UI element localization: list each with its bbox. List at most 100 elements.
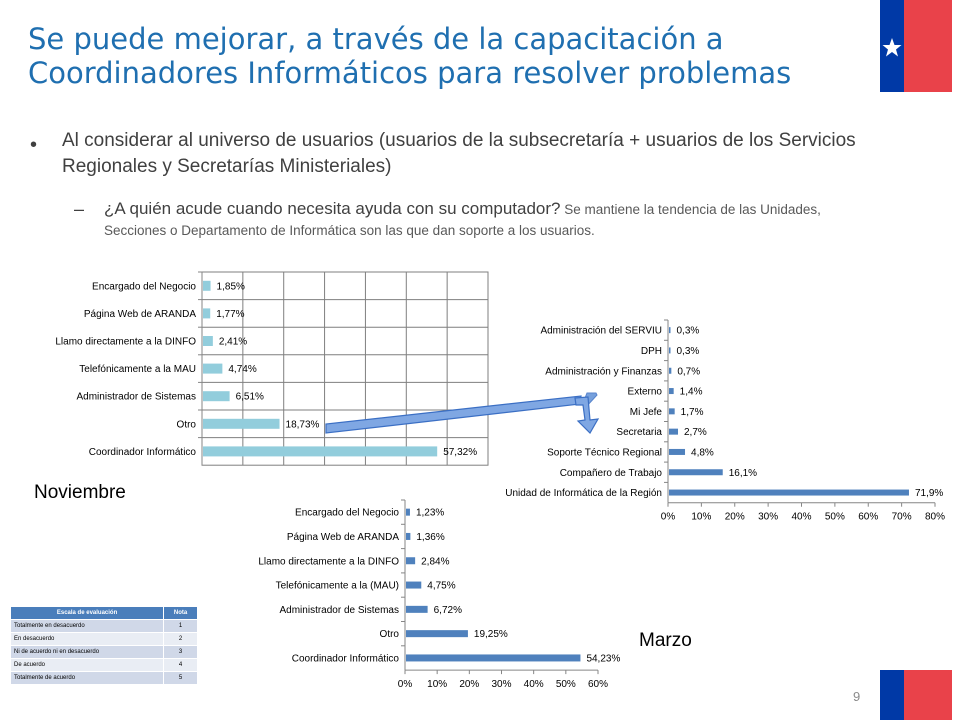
flag-top-icon: [880, 0, 952, 92]
bar: [406, 605, 428, 613]
data-label: 1,23%: [416, 508, 444, 519]
data-label: 6,51%: [236, 392, 264, 403]
data-label: 0,3%: [677, 326, 700, 337]
data-label: 6,72%: [434, 605, 462, 616]
table-row: De acuerdo 4: [9, 658, 198, 672]
table-cell: Totalmente de acuerdo: [9, 671, 165, 685]
table-cell: 2: [163, 632, 198, 646]
bar: [669, 388, 674, 395]
bar: [203, 280, 211, 291]
table-row: Totalmente de acuerdo 5: [9, 671, 198, 685]
label-marzo: Marzo: [639, 630, 692, 651]
data-label: 54,23%: [586, 653, 620, 664]
data-label: 71,9%: [915, 488, 943, 499]
title-line-2: Coordinadores Informáticos para resolver…: [28, 56, 792, 90]
category-label: Coordinador Informático: [89, 447, 197, 458]
bar: [406, 581, 422, 589]
table-cell: 1: [163, 619, 198, 633]
sub-bullet-dash: –: [74, 199, 85, 219]
bar: [669, 489, 909, 496]
x-tick-label: 0%: [661, 512, 676, 523]
bar: [669, 469, 723, 476]
chart-region: 0% 10% 20% 30% 40% 50% 60% 70% 80% Administración…: [455, 300, 960, 535]
x-tick-label: 10%: [427, 679, 447, 690]
category-label: Administrador de Sistemas: [77, 392, 197, 403]
page-number: 9: [853, 689, 861, 704]
x-tick-label: 40%: [524, 679, 544, 690]
bar: [203, 336, 213, 346]
bar: [669, 327, 671, 334]
bullet-dot: •: [30, 134, 38, 156]
data-label: 1,36%: [416, 532, 444, 543]
data-label: 2,41%: [219, 337, 247, 348]
x-tick-label: 60%: [588, 679, 608, 690]
flag-bottom-icon: [880, 670, 952, 720]
category-label: Administrador de Sistemas: [280, 605, 400, 616]
category-label: Página Web de ARANDA: [84, 309, 196, 320]
data-label: 1,4%: [680, 387, 703, 398]
x-tick-label: 0%: [398, 679, 413, 690]
data-label: 18,73%: [286, 419, 320, 430]
bar: [406, 630, 468, 638]
sub-bullet-question: ¿A quién acude cuando necesita ayuda con…: [104, 199, 561, 218]
data-label: 57,32%: [443, 447, 477, 458]
sub-bullet: ¿A quién acude cuando necesita ayuda con…: [104, 198, 844, 241]
category-label: Página Web de ARANDA: [287, 532, 399, 543]
evaluation-scale-table: Escala de evaluación Nota Totalmente en …: [9, 606, 198, 685]
x-tick-label: 80%: [925, 512, 945, 523]
bar: [203, 418, 280, 429]
data-label: 4,74%: [228, 364, 256, 375]
x-tick-label: 20%: [459, 679, 479, 690]
category-label: Coordinador Informático: [292, 653, 400, 664]
chart-region-svg: 0% 10% 20% 30% 40% 50% 60% 70% 80% Administración…: [505, 319, 945, 523]
bar: [203, 363, 223, 374]
x-tick-label: 40%: [791, 512, 811, 523]
category-label: Administración del SERVIU: [540, 326, 662, 337]
bar: [669, 408, 675, 415]
data-label: 2,84%: [421, 556, 449, 567]
category-label: Llamo directamente a la DINFO: [55, 337, 196, 348]
data-label: 19,25%: [474, 629, 508, 640]
category-label: Otro: [380, 629, 400, 640]
category-label: Llamo directamente a la DINFO: [258, 556, 399, 567]
table-cell: En desacuerdo: [9, 632, 165, 646]
bar: [669, 367, 672, 374]
x-tick-label: 70%: [892, 512, 912, 523]
title-line-1: Se puede mejorar, a través de la capacit…: [28, 22, 724, 56]
data-label: 4,8%: [691, 447, 714, 458]
table-row: En desacuerdo 2: [9, 632, 198, 646]
category-label: Compañero de Trabajo: [560, 468, 663, 479]
page-title: Se puede mejorar, a través de la capacit…: [28, 22, 878, 90]
bar: [669, 347, 671, 354]
category-label: Telefónicamente a la (MAU): [276, 581, 399, 592]
bullet-text: Al considerar al universo de usuarios (u…: [62, 130, 856, 177]
chart-marzo-svg: 0% 10% 20% 30% 40% 50% 60% Encargado del Negoci…: [258, 499, 620, 690]
data-label: 1,7%: [681, 407, 704, 418]
chart-noviembre-svg: Encargado del Negocio 1,85% Página Web de …: [55, 271, 489, 466]
table-cell: 5: [163, 671, 198, 685]
data-label: 1,85%: [217, 281, 245, 292]
category-label: Telefónicamente a la MAU: [79, 364, 196, 375]
bar: [669, 448, 686, 455]
x-tick-label: 60%: [858, 512, 878, 523]
bar: [669, 428, 679, 435]
category-label: Mi Jefe: [630, 407, 663, 418]
data-label: 0,3%: [677, 346, 700, 357]
category-label: Secretaria: [616, 427, 662, 438]
bar: [406, 557, 416, 565]
table-cell: Totalmente en desacuerdo: [9, 619, 165, 633]
x-tick-label: 30%: [491, 679, 511, 690]
bar: [406, 532, 411, 540]
data-label: 2,7%: [684, 427, 707, 438]
sub-bullet-text: Se mantiene la tendencia de las Unidades…: [104, 202, 821, 238]
bar: [203, 446, 438, 457]
category-label: DPH: [641, 346, 662, 357]
data-label: 0,7%: [677, 366, 700, 377]
table-header-nota: Nota: [163, 606, 198, 620]
category-label: Unidad de Informática de la Región: [505, 488, 662, 499]
table-row: Ni de acuerdo ni en desacuerdo 3: [9, 645, 198, 659]
table-row: Totalmente en desacuerdo 1: [9, 619, 198, 633]
bar: [203, 391, 230, 402]
bar: [406, 508, 410, 516]
